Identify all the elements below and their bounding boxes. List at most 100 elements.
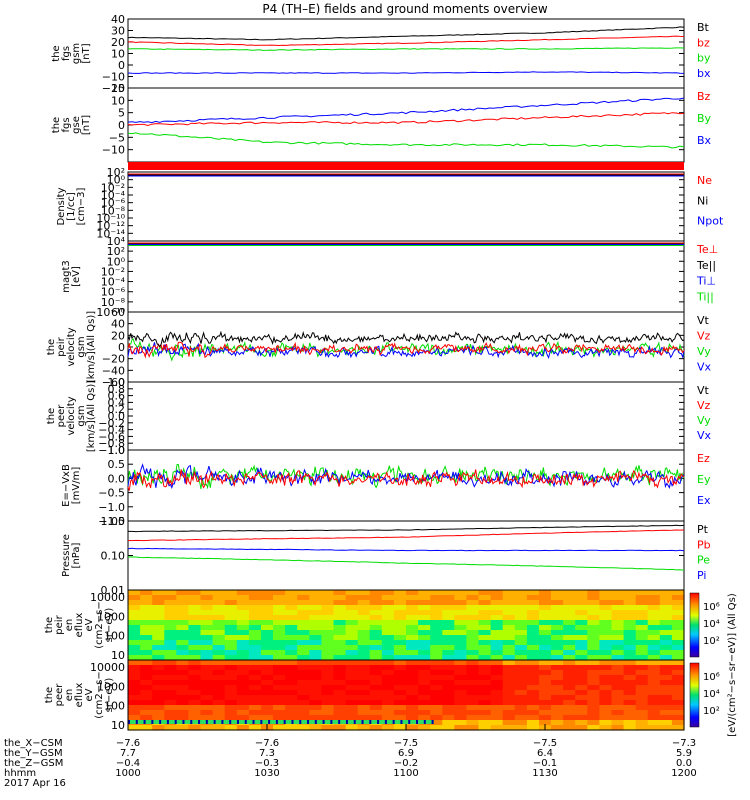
heatmap-cell (490, 705, 504, 711)
heatmap-cell (236, 715, 250, 721)
heatmap-cell (430, 660, 443, 666)
heatmap-cell (224, 590, 238, 596)
heatmap-cell (454, 605, 467, 611)
heatmap-cell (418, 725, 431, 731)
heatmap-cell (285, 685, 298, 691)
heatmap-cell (321, 650, 335, 656)
ytick-label: 1.0 (108, 376, 126, 389)
ytick-label: 0 (118, 59, 125, 72)
legend-Vx: Vx (697, 361, 712, 374)
heatmap-cell (188, 685, 202, 691)
heatmap-cell (418, 690, 431, 696)
heatmap-cell (442, 600, 455, 606)
heatmap-cell (635, 625, 649, 631)
heatmap-cell (200, 595, 214, 601)
heatmap-cell (623, 605, 637, 611)
heatmap-cell (490, 625, 504, 631)
ytick-label: −10 (102, 144, 125, 157)
heatmap-cell (164, 625, 177, 631)
heatmap-cell (369, 595, 383, 601)
heatmap-gap (143, 720, 146, 724)
heatmap-gap (423, 720, 426, 724)
heatmap-cell (140, 650, 153, 656)
heatmap-cell (526, 665, 540, 671)
heatmap-cell (369, 705, 383, 711)
heatmap-cell (406, 620, 419, 626)
legend-Ti||: Ti|| (696, 290, 714, 303)
heatmap-cell (623, 710, 637, 716)
heatmap-cell (563, 660, 576, 666)
heatmap-cell (248, 640, 262, 646)
heatmap-cell (164, 660, 177, 666)
heatmap-cell (297, 725, 310, 731)
heatmap-cell (345, 715, 359, 721)
heatmap-cell (285, 625, 298, 631)
heatmap-cell (671, 660, 685, 666)
heatmap-cell (454, 615, 467, 621)
xaxis-value: 5.9 (676, 748, 692, 759)
heatmap-cell (285, 660, 298, 666)
heatmap-cell (502, 635, 516, 641)
heatmap-cell (442, 645, 455, 651)
ytick-label: 0.2 (108, 403, 126, 416)
heatmap-cell (128, 670, 141, 676)
heatmap-cell (393, 635, 407, 641)
heatmap-cell (285, 605, 298, 611)
heatmap-cell (418, 635, 431, 641)
heatmap-cell (406, 675, 419, 681)
heatmap-cell (526, 650, 540, 656)
heatmap-cell (321, 640, 335, 646)
heatmap-cell (514, 700, 528, 706)
ytick-label: 10 (111, 94, 125, 107)
heatmap-cell (333, 680, 347, 686)
heatmap-cell (490, 600, 504, 606)
heatmap-cell (369, 655, 383, 661)
heatmap-gap (431, 720, 434, 724)
heatmap-cell (128, 620, 141, 626)
heatmap-cell (357, 680, 371, 686)
heatmap-cell (381, 700, 395, 706)
heatmap-cell (212, 700, 226, 706)
heatmap-cell (514, 635, 528, 641)
legend-Vy: Vy (697, 414, 711, 427)
series-bx (127, 71, 685, 74)
heatmap-gap (159, 720, 162, 724)
heatmap-cell (575, 635, 588, 641)
heatmap-cell (623, 620, 637, 626)
heatmap-cell (611, 705, 625, 711)
heatmap-cell (188, 715, 202, 721)
heatmap-cell (575, 590, 588, 596)
panel-peer_velocity: 1.00.80.60.40.20.0−0.2−0.4−0.6−0.8−1.0th… (46, 376, 712, 457)
heatmap-cell (551, 610, 564, 616)
heatmap-cell (297, 655, 310, 661)
heatmap-cell (647, 600, 661, 606)
heatmap-cell (333, 715, 347, 721)
heatmap-cell (635, 690, 649, 696)
heatmap-cell (200, 725, 214, 731)
heatmap-cell (164, 665, 177, 671)
xaxis-value: 1100 (393, 768, 418, 779)
panel-frame (127, 240, 685, 313)
heatmap-cell (152, 675, 165, 681)
heatmap-cell (333, 725, 347, 731)
heatmap-cell (188, 640, 202, 646)
heatmap-cell (490, 685, 504, 691)
heatmap-cell (454, 630, 467, 636)
heatmap-cell (490, 710, 504, 716)
heatmap-cell (611, 665, 625, 671)
heatmap-gap (275, 720, 278, 724)
heatmap-cell (563, 645, 576, 651)
heatmap-cell (478, 655, 492, 661)
heatmap-cell (297, 705, 310, 711)
heatmap-cell (200, 705, 214, 711)
legend-Ez: Ez (697, 452, 710, 465)
heatmap-cell (176, 660, 189, 666)
heatmap-cell (466, 610, 480, 616)
heatmap-cell (563, 590, 576, 596)
xaxis-value: −7.6 (116, 738, 140, 749)
ylabel-line: the (51, 45, 62, 61)
heatmap-cell (526, 710, 540, 716)
heatmap-cell (647, 620, 661, 626)
ylabel-line: [nT] (81, 43, 92, 63)
